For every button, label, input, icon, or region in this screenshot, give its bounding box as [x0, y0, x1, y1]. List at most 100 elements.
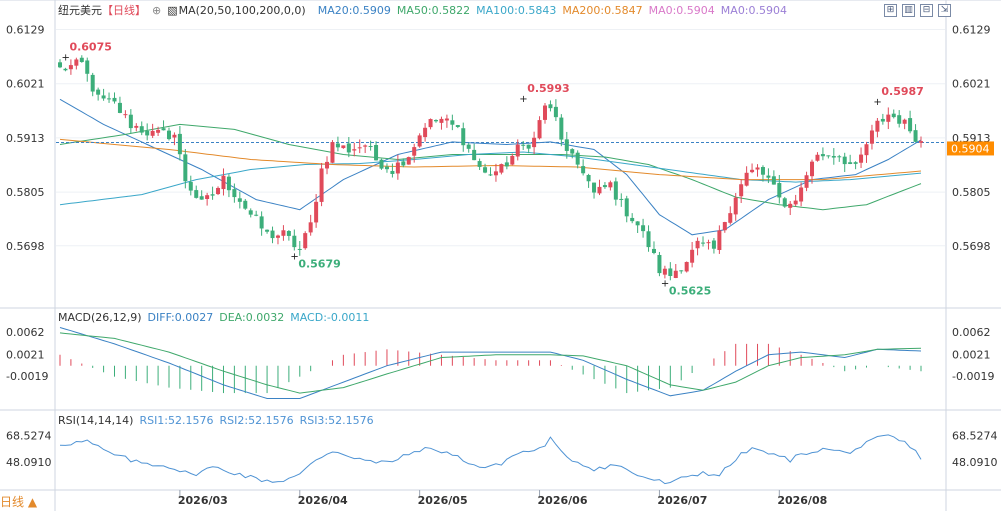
candle-body [886, 114, 891, 122]
candle-body [308, 222, 313, 233]
candle-body [161, 128, 166, 131]
candle-body [450, 120, 455, 125]
candle-body [793, 200, 798, 205]
candle-body [74, 59, 79, 66]
candle-body [335, 143, 340, 148]
candle-body [695, 240, 700, 249]
macd-tick-left: 0.0062 [6, 326, 45, 339]
candle-body [150, 130, 155, 136]
macd-dea: DEA:0.0032 [219, 311, 285, 324]
candle-body [908, 118, 913, 132]
candle-body [259, 216, 264, 229]
ma-line-ma200 [59, 138, 922, 181]
candle-body [254, 214, 259, 216]
candle-body [85, 60, 90, 74]
price-tick-left: 0.6021 [6, 78, 45, 91]
candle-body [243, 200, 248, 209]
candle-body [853, 162, 858, 164]
price-tick-right: 0.6021 [952, 78, 991, 91]
candle-body [90, 74, 95, 92]
ma-legend-5: MA0:0.5904 [720, 4, 788, 17]
expand-icon[interactable]: ⇲ [938, 4, 951, 17]
candle-body [891, 113, 896, 118]
candle-body [237, 198, 242, 202]
candle-body [384, 166, 389, 170]
rsi-spec: RSI(14,14,14) [58, 414, 134, 427]
macd-tick-left: -0.0019 [6, 370, 48, 383]
candle-body [722, 222, 727, 231]
candle-body [515, 144, 520, 157]
ma-legend-3: MA200:0.5847 [562, 4, 643, 17]
candle-body [537, 120, 542, 139]
candle-body [913, 130, 918, 142]
candle-body [199, 196, 204, 200]
candle-body [859, 154, 864, 163]
candle-body [216, 187, 221, 195]
settings-icon[interactable]: ⊕ [152, 4, 162, 17]
candle-body [183, 154, 188, 182]
candle-body [156, 129, 161, 133]
candle-body [232, 189, 237, 198]
candle-body [145, 130, 150, 136]
extreme-marker: + [873, 97, 881, 108]
candle-body [548, 104, 553, 109]
candle-body [363, 145, 368, 147]
candle-body [455, 125, 460, 128]
candle-body [434, 120, 439, 122]
candle-body [265, 229, 270, 232]
candle-body [679, 270, 684, 272]
extreme-label: 0.5993 [527, 82, 569, 95]
rsi-legend: RSI(14,14,14) RSI1:52.1576 RSI2:52.1576 RSI… [58, 414, 380, 428]
candle-body [864, 144, 869, 156]
extreme-marker: + [519, 94, 527, 105]
candle-body [63, 68, 68, 71]
candle-body [592, 182, 597, 193]
ma-legend-2: MA100:0.5843 [476, 4, 557, 17]
candle-body [586, 175, 591, 182]
layout-icon[interactable]: ⊞ [884, 4, 897, 17]
candle-body [657, 254, 662, 274]
symbol-label: 纽元美元 [58, 4, 102, 17]
price-tick-right: 0.5698 [952, 240, 991, 253]
candle-body [166, 130, 171, 140]
candle-body [602, 185, 607, 188]
candle-body [107, 98, 112, 100]
candle-body [325, 161, 330, 169]
extreme-marker: + [661, 278, 669, 289]
period-switch[interactable]: 日线 ▲ [0, 495, 38, 509]
candle-body [412, 147, 417, 156]
ma-legend-0: MA20:0.5909 [317, 4, 391, 17]
candle-body [123, 114, 128, 116]
candle-body [875, 120, 880, 132]
macd-dea-line [59, 332, 922, 394]
candle-body [613, 181, 618, 200]
candle-body [701, 242, 706, 244]
candle-body [395, 162, 400, 174]
macd-tick-right: 0.0021 [952, 348, 991, 361]
macd-legend: MACD(26,12,9) DIFF:0.0027 DEA:0.0032 MACD:-… [58, 311, 375, 325]
candle-body [275, 235, 280, 238]
period-label[interactable]: 【日线】 [102, 4, 146, 17]
candle-body [750, 169, 755, 173]
extreme-label: 0.6075 [69, 41, 111, 54]
candle-body [210, 194, 215, 196]
candle-body [869, 130, 874, 144]
panel-icon[interactable]: ▥ [902, 4, 915, 17]
rsi-tick-left: 48.0910 [6, 456, 52, 469]
candle-body [270, 230, 275, 239]
price-tick-left: 0.5698 [6, 240, 45, 253]
candle-body [608, 182, 613, 188]
candle-body [826, 155, 831, 157]
minimize-icon[interactable]: ⊟ [920, 4, 933, 17]
candle-body [461, 128, 466, 146]
candle-body [810, 161, 815, 177]
candle-body [842, 156, 847, 165]
macd-diff-line [59, 327, 922, 399]
candle-body [292, 235, 297, 248]
candle-body [428, 119, 433, 128]
rsi-tick-right: 48.0910 [952, 456, 998, 469]
candle-body [559, 117, 564, 140]
candle-body [744, 172, 749, 186]
candle-body [330, 142, 335, 163]
